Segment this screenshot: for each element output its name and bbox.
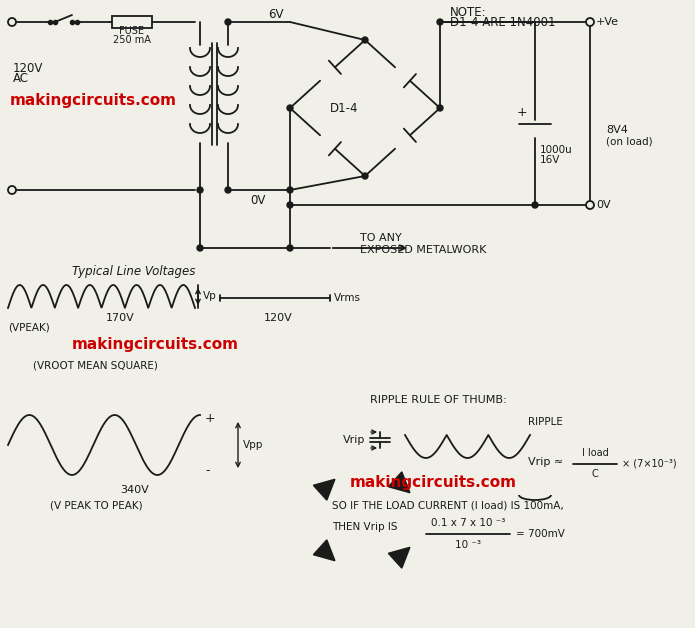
Text: Vrip ≈: Vrip ≈ xyxy=(528,457,563,467)
Circle shape xyxy=(437,19,443,25)
Text: makingcircuits.com: makingcircuits.com xyxy=(72,337,239,352)
Text: FUSE: FUSE xyxy=(120,26,145,36)
Text: +: + xyxy=(205,413,215,426)
Text: 340V: 340V xyxy=(121,485,149,495)
Polygon shape xyxy=(389,472,410,493)
Polygon shape xyxy=(313,479,335,500)
Text: × (7×10⁻³): × (7×10⁻³) xyxy=(622,459,677,469)
Text: 8V4: 8V4 xyxy=(606,125,628,135)
Text: 1000u: 1000u xyxy=(540,145,573,155)
Text: 170V: 170V xyxy=(106,313,134,323)
Text: RIPPLE RULE OF THUMB:: RIPPLE RULE OF THUMB: xyxy=(370,395,507,405)
Text: TO ANY: TO ANY xyxy=(360,233,402,243)
Text: Typical Line Voltages: Typical Line Voltages xyxy=(72,266,195,278)
Circle shape xyxy=(8,18,16,26)
Circle shape xyxy=(287,105,293,111)
Text: I load: I load xyxy=(582,448,608,458)
Text: makingcircuits.com: makingcircuits.com xyxy=(350,475,517,489)
Text: +: + xyxy=(517,107,528,119)
Text: AC: AC xyxy=(13,72,29,85)
Circle shape xyxy=(586,18,594,26)
Text: (VPEAK): (VPEAK) xyxy=(8,323,50,333)
Text: Vpp: Vpp xyxy=(243,440,263,450)
Text: RIPPLE: RIPPLE xyxy=(528,417,563,427)
Polygon shape xyxy=(389,547,410,568)
Circle shape xyxy=(586,201,594,209)
Text: 6V: 6V xyxy=(268,8,284,21)
Circle shape xyxy=(437,105,443,111)
Circle shape xyxy=(225,187,231,193)
Circle shape xyxy=(587,19,593,25)
Text: 0V: 0V xyxy=(250,193,265,207)
Text: THEN Vrip IS: THEN Vrip IS xyxy=(332,522,398,532)
Text: 120V: 120V xyxy=(13,62,43,75)
Text: = 700mV: = 700mV xyxy=(516,529,565,539)
Circle shape xyxy=(287,187,293,193)
Text: 0V: 0V xyxy=(596,200,611,210)
Text: SO IF THE LOAD CURRENT (I load) IS 100mA,: SO IF THE LOAD CURRENT (I load) IS 100mA… xyxy=(332,500,564,510)
Circle shape xyxy=(362,37,368,43)
Text: Vp: Vp xyxy=(203,291,217,301)
Text: 16V: 16V xyxy=(540,155,560,165)
Text: (on load): (on load) xyxy=(606,137,653,147)
Circle shape xyxy=(287,202,293,208)
Text: (VROOT MEAN SQUARE): (VROOT MEAN SQUARE) xyxy=(33,360,158,370)
Circle shape xyxy=(532,202,538,208)
Circle shape xyxy=(197,187,203,193)
Text: EXPOSED METALWORK: EXPOSED METALWORK xyxy=(360,245,486,255)
Circle shape xyxy=(587,202,593,208)
Text: -: - xyxy=(205,465,209,477)
Text: NOTE:: NOTE: xyxy=(450,6,486,18)
Text: D1-4: D1-4 xyxy=(330,102,359,114)
Circle shape xyxy=(197,245,203,251)
Bar xyxy=(112,16,152,28)
Text: (V PEAK TO PEAK): (V PEAK TO PEAK) xyxy=(50,500,142,510)
Circle shape xyxy=(8,186,16,194)
Text: Vrms: Vrms xyxy=(334,293,361,303)
Circle shape xyxy=(287,245,293,251)
Text: 10 ⁻³: 10 ⁻³ xyxy=(455,540,481,550)
Text: D1-4 ARE 1N4001: D1-4 ARE 1N4001 xyxy=(450,16,555,30)
Text: makingcircuits.com: makingcircuits.com xyxy=(10,92,177,107)
Text: C: C xyxy=(591,469,598,479)
Text: +Ve: +Ve xyxy=(596,17,619,27)
Text: 120V: 120V xyxy=(263,313,293,323)
Polygon shape xyxy=(313,540,335,561)
Text: 250 mA: 250 mA xyxy=(113,35,151,45)
Circle shape xyxy=(362,173,368,179)
Text: 0.1 x 7 x 10 ⁻³: 0.1 x 7 x 10 ⁻³ xyxy=(431,518,505,528)
Circle shape xyxy=(225,19,231,25)
Text: Vrip: Vrip xyxy=(343,435,366,445)
